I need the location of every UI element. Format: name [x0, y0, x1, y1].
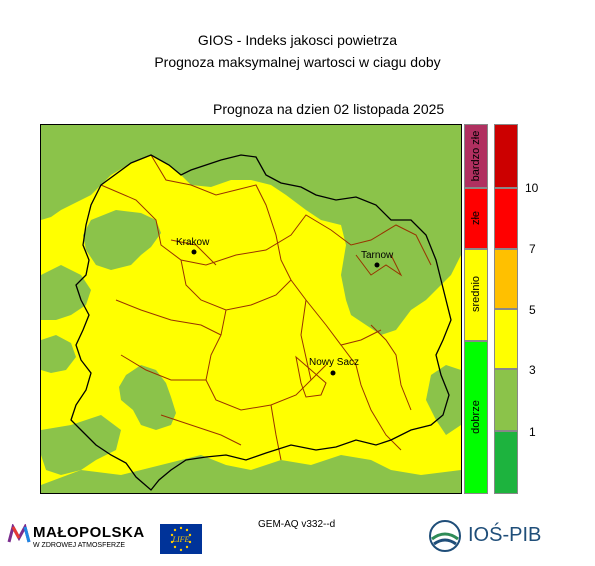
level-4	[494, 249, 518, 309]
tick-5: 5	[529, 303, 536, 317]
category-very-bad-label: bardzo złe	[470, 130, 482, 182]
level-2	[494, 369, 518, 431]
malopolska-tagline: W ZDROWEJ ATMOSFERZE	[33, 542, 126, 549]
tick-10: 10	[525, 181, 539, 195]
nowy-sacz-marker	[330, 370, 336, 376]
tick-7: 7	[529, 242, 536, 256]
green-zone-south	[41, 415, 121, 475]
krakow-label: Krakow	[176, 237, 210, 248]
district-borders	[100, 154, 432, 461]
forecast-map: Krakow Tarnow Nowy Sacz	[40, 124, 462, 494]
category-very-bad	[464, 124, 488, 188]
forecast-date: Prognoza na dzien 02 listopada 2025	[213, 101, 445, 117]
map-title: GIOS - Indeks jakosci powietrza	[197, 32, 398, 48]
malopolska-m-icon	[7, 524, 31, 543]
green-zone-bottom	[41, 455, 461, 493]
green-zone-west-1	[41, 265, 91, 320]
category-moderate-label: srednio	[470, 275, 482, 313]
ios-globe-icon	[429, 520, 461, 552]
green-zone-north	[41, 125, 461, 335]
level-bar	[494, 124, 518, 494]
category-good-label: dobrze	[470, 400, 482, 434]
tick-3: 3	[529, 363, 536, 377]
level-6	[494, 124, 518, 188]
green-zone-southeast	[426, 365, 461, 435]
nowy-sacz-label: Nowy Sacz	[309, 357, 359, 368]
life-text: LIFE	[172, 535, 190, 544]
malopolska-name: MAŁOPOLSKA	[33, 524, 145, 541]
tarnow-marker	[374, 262, 380, 268]
map-subtitle: Prognoza maksymalnej wartosci w ciagu do…	[154, 54, 441, 70]
green-zone-southwest	[119, 365, 176, 430]
model-version: GEM-AQ v332--d	[258, 519, 336, 530]
eu-life-logo: LIFE	[160, 524, 202, 559]
green-zone-west-2	[41, 335, 76, 373]
category-bad-label: złe	[470, 210, 482, 226]
eu-flag-icon: LIFE	[160, 524, 202, 554]
level-3	[494, 309, 518, 369]
map-canvas: Krakow Tarnow Nowy Sacz	[41, 125, 461, 493]
category-bar: bardzo złe złe srednio dobrze	[464, 124, 488, 494]
green-zone-northwest	[83, 210, 161, 270]
tick-1: 1	[529, 425, 536, 439]
category-bad	[464, 188, 488, 249]
ios-pib-name: IOŚ-PIB	[468, 524, 542, 546]
tarnow-label: Tarnow	[361, 250, 394, 261]
category-moderate	[464, 249, 488, 341]
level-5	[494, 188, 518, 249]
ios-pib-logo: IOŚ-PIB	[428, 519, 541, 558]
category-good	[464, 341, 488, 494]
level-1	[494, 431, 518, 494]
krakow-marker	[191, 249, 197, 255]
voivodeship-border	[70, 154, 452, 491]
